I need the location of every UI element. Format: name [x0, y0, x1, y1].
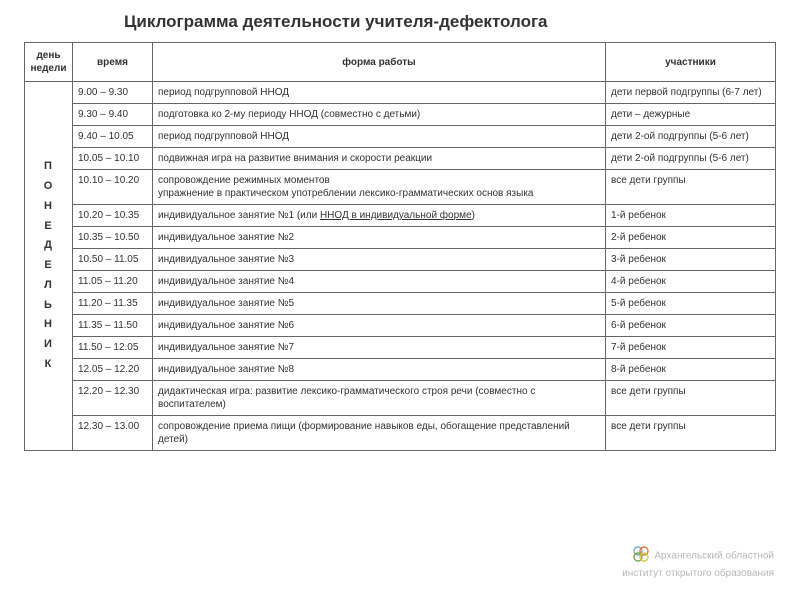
table-row: 12.20 – 12.30дидактическая игра: развити…: [25, 381, 776, 416]
cell-participants: 6-й ребенок: [606, 315, 776, 337]
cell-time: 12.30 – 13.00: [73, 416, 153, 451]
cell-form: индивидуальное занятие №5: [153, 293, 606, 315]
cell-form: индивидуальное занятие №7: [153, 337, 606, 359]
watermark-line1: Архангельский областной: [654, 551, 774, 562]
cell-time: 10.20 – 10.35: [73, 205, 153, 227]
watermark-logo-icon: [632, 545, 650, 567]
table-row: 11.35 – 11.50индивидуальное занятие №66-…: [25, 315, 776, 337]
cell-time: 11.50 – 12.05: [73, 337, 153, 359]
cell-participants: все дети группы: [606, 381, 776, 416]
cell-time: 9.30 – 9.40: [73, 104, 153, 126]
table-row: 12.05 – 12.20индивидуальное занятие №88-…: [25, 359, 776, 381]
cell-time: 11.20 – 11.35: [73, 293, 153, 315]
cell-time: 10.50 – 11.05: [73, 249, 153, 271]
cell-form: индивидуальное занятие №4: [153, 271, 606, 293]
cell-participants: 3-й ребенок: [606, 249, 776, 271]
table-row: 10.35 – 10.50индивидуальное занятие №22-…: [25, 227, 776, 249]
cell-form: индивидуальное занятие №2: [153, 227, 606, 249]
watermark-line2: институт открытого образования: [622, 568, 774, 579]
col-header-form: форма работы: [153, 43, 606, 82]
cell-participants: все дети группы: [606, 170, 776, 205]
cell-time: 10.10 – 10.20: [73, 170, 153, 205]
table-row: 10.05 – 10.10подвижная игра на развитие …: [25, 148, 776, 170]
table-row: 9.30 – 9.40подготовка ко 2-му периоду НН…: [25, 104, 776, 126]
cell-form: подвижная игра на развитие внимания и ск…: [153, 148, 606, 170]
col-header-day: день недели: [25, 43, 73, 82]
table-row: 10.50 – 11.05индивидуальное занятие №33-…: [25, 249, 776, 271]
cell-participants: 7-й ребенок: [606, 337, 776, 359]
col-header-time: время: [73, 43, 153, 82]
cell-participants: дети первой подгруппы (6-7 лет): [606, 82, 776, 104]
table-row: ПОНЕДЕЛЬНИК9.00 – 9.30период подгруппово…: [25, 82, 776, 104]
cell-time: 9.00 – 9.30: [73, 82, 153, 104]
day-cell: ПОНЕДЕЛЬНИК: [25, 82, 73, 451]
cell-participants: все дети группы: [606, 416, 776, 451]
cell-form: период подгрупповой ННОД: [153, 82, 606, 104]
cell-participants: дети 2-ой подгруппы (5-6 лет): [606, 126, 776, 148]
cell-participants: 4-й ребенок: [606, 271, 776, 293]
cell-form: сопровождение приема пищи (формирование …: [153, 416, 606, 451]
watermark: Архангельский областной институт открыто…: [622, 545, 774, 580]
table-row: 10.20 – 10.35индивидуальное занятие №1 (…: [25, 205, 776, 227]
cell-form: индивидуальное занятие №3: [153, 249, 606, 271]
table-row: 12.30 – 13.00сопровождение приема пищи (…: [25, 416, 776, 451]
cell-time: 12.05 – 12.20: [73, 359, 153, 381]
table-row: 11.20 – 11.35индивидуальное занятие №55-…: [25, 293, 776, 315]
cell-form: индивидуальное занятие №1 (или ННОД в ин…: [153, 205, 606, 227]
cell-participants: 5-й ребенок: [606, 293, 776, 315]
cell-time: 10.35 – 10.50: [73, 227, 153, 249]
cell-participants: дети – дежурные: [606, 104, 776, 126]
cell-form: сопровождение режимных моментовупражнени…: [153, 170, 606, 205]
cell-form: период подгрупповой ННОД: [153, 126, 606, 148]
cell-participants: 2-й ребенок: [606, 227, 776, 249]
schedule-table: день недели время форма работы участники…: [24, 42, 776, 451]
cell-participants: 8-й ребенок: [606, 359, 776, 381]
table-row: 11.05 – 11.20индивидуальное занятие №44-…: [25, 271, 776, 293]
cell-form: индивидуальное занятие №6: [153, 315, 606, 337]
cell-time: 11.35 – 11.50: [73, 315, 153, 337]
cell-participants: 1-й ребенок: [606, 205, 776, 227]
cell-time: 11.05 – 11.20: [73, 271, 153, 293]
cell-form: подготовка ко 2-му периоду ННОД (совмест…: [153, 104, 606, 126]
table-row: 10.10 – 10.20сопровождение режимных моме…: [25, 170, 776, 205]
table-row: 11.50 – 12.05индивидуальное занятие №77-…: [25, 337, 776, 359]
cell-time: 12.20 – 12.30: [73, 381, 153, 416]
table-row: 9.40 – 10.05период подгрупповой ННОДдети…: [25, 126, 776, 148]
table-header-row: день недели время форма работы участники: [25, 43, 776, 82]
cell-time: 10.05 – 10.10: [73, 148, 153, 170]
cell-form: дидактическая игра: развитие лексико-гра…: [153, 381, 606, 416]
cell-participants: дети 2-ой подгруппы (5-6 лет): [606, 148, 776, 170]
col-header-participants: участники: [606, 43, 776, 82]
cell-form: индивидуальное занятие №8: [153, 359, 606, 381]
page-title: Циклограмма деятельности учителя-дефекто…: [24, 12, 776, 32]
cell-time: 9.40 – 10.05: [73, 126, 153, 148]
